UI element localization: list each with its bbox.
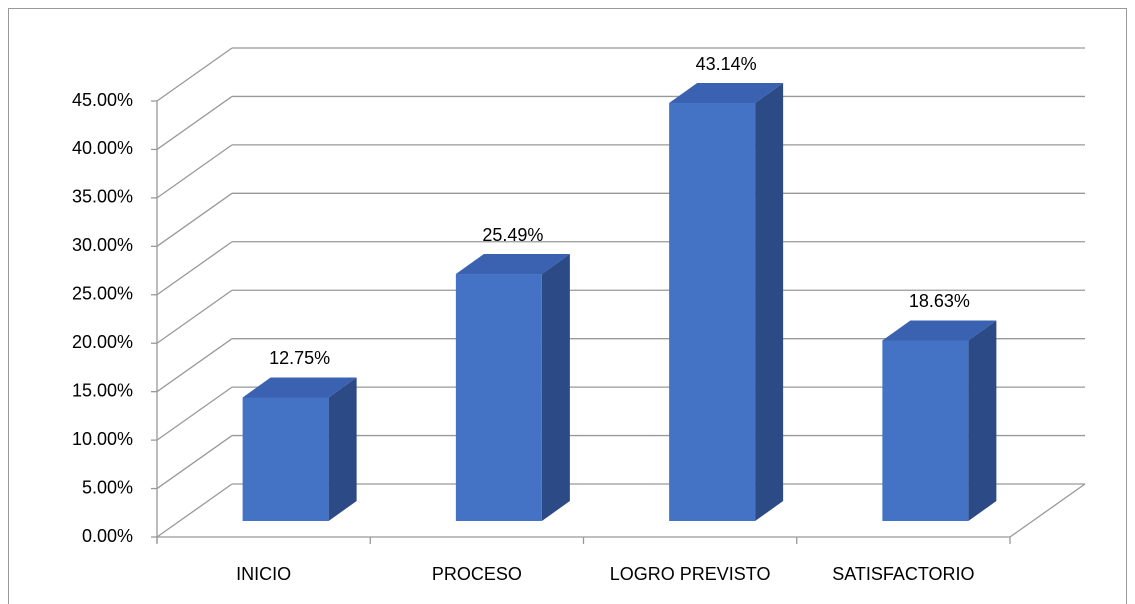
- grid-line-side: [156, 95, 233, 150]
- bar-side: [541, 254, 570, 522]
- y-tick-label: 0.00%: [82, 526, 133, 546]
- x-tick-label: PROCESO: [432, 564, 522, 584]
- y-tick-label: 5.00%: [82, 477, 133, 497]
- y-tick-label: 45.00%: [72, 90, 133, 110]
- y-tick-label: 35.00%: [72, 187, 133, 207]
- y-tick-label: 30.00%: [72, 235, 133, 255]
- grid-line-side: [156, 386, 233, 441]
- value-label: 43.14%: [696, 54, 757, 74]
- y-tick-label: 40.00%: [72, 138, 133, 158]
- x-tick-label: INICIO: [236, 564, 291, 584]
- bar-top: [242, 377, 357, 398]
- chart-border: [8, 8, 1127, 604]
- grid-line-side: [156, 144, 233, 199]
- grid-line-side: [156, 47, 233, 102]
- bar: [242, 397, 329, 521]
- bar: [669, 103, 756, 521]
- grid-line-side: [156, 289, 233, 344]
- floor-right: [1009, 483, 1086, 538]
- grid-line-side: [156, 241, 233, 296]
- y-tick-label: 20.00%: [72, 332, 133, 352]
- value-label: 25.49%: [482, 225, 543, 245]
- bar-side: [755, 83, 784, 521]
- bar-side: [968, 320, 997, 521]
- y-tick-label: 15.00%: [72, 380, 133, 400]
- value-label: 12.75%: [269, 348, 330, 368]
- bar: [455, 274, 542, 521]
- bar-side: [328, 377, 357, 521]
- x-tick-label: LOGRO PREVISTO: [610, 564, 771, 584]
- value-label: 18.63%: [909, 291, 970, 311]
- grid-line-side: [156, 192, 233, 247]
- y-tick-label: 10.00%: [72, 429, 133, 449]
- grid-line-side: [156, 435, 233, 490]
- bar-top: [669, 83, 784, 104]
- bar-top: [882, 320, 997, 341]
- x-tick-label: SATISFACTORIO: [832, 564, 974, 584]
- bar: [882, 340, 969, 521]
- grid-line-side: [156, 483, 233, 538]
- y-tick-label: 25.00%: [72, 284, 133, 304]
- grid-line-side: [156, 338, 233, 393]
- bar-top: [455, 254, 570, 275]
